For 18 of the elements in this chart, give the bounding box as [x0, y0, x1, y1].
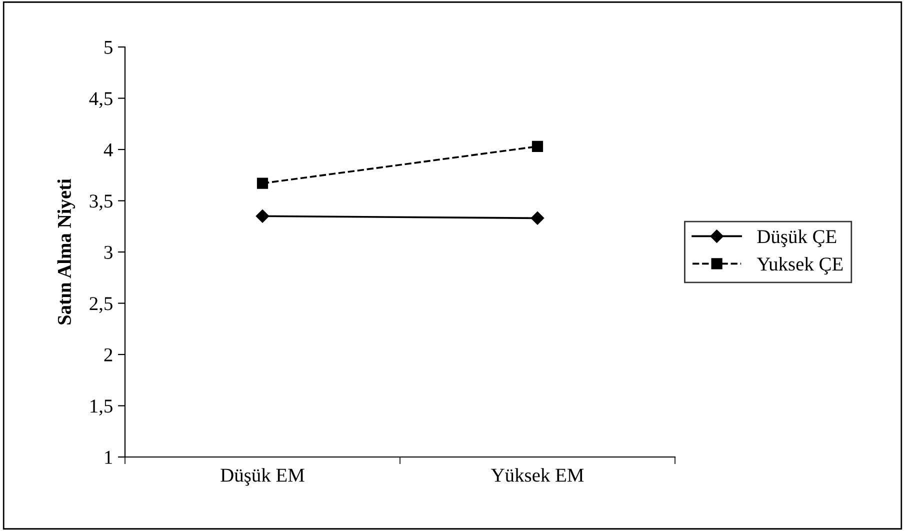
- point: [256, 210, 270, 223]
- y-axis-title: Satın Alma Niyeti: [57, 178, 75, 324]
- y-tick-label: 4,5: [89, 92, 112, 108]
- point: [532, 140, 544, 152]
- y-tick-label: 4: [104, 143, 113, 156]
- y-tick-label: 2: [104, 348, 112, 362]
- point: [530, 212, 544, 225]
- legend-label: Yuksek ÇE: [756, 256, 843, 275]
- y-tick-label: 2,5: [90, 297, 112, 313]
- y-tick-label: 5: [104, 41, 112, 54]
- y-tick-label: 1: [105, 450, 112, 464]
- point: [256, 178, 268, 189]
- y-tick-label: 1,5: [90, 400, 112, 416]
- legend-label: Düşük ÇE: [757, 230, 836, 248]
- x-tick-label: Yüksek EM: [491, 468, 584, 482]
- y-tick-label: 3,5: [90, 194, 112, 210]
- y-tick-label: 3: [104, 246, 112, 259]
- x-tick-label: Düşük EM: [220, 468, 304, 486]
